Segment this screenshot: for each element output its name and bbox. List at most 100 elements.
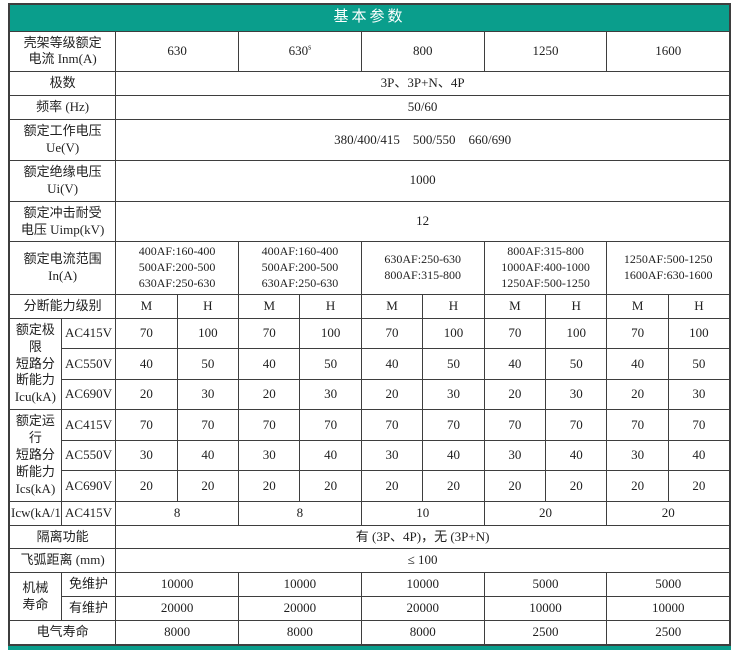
- value-cell: 1250AF:500-1250 1600AF:630-1600: [606, 241, 731, 295]
- value-cell: 50/60: [115, 95, 731, 121]
- rated-current-range-row: 额定电流范围 In(A) 400AF:160-400 500AF:200-500 630…: [8, 241, 731, 295]
- arc-distance-row: 飞弧距离 (mm) ≤ 100: [8, 548, 731, 574]
- value-cell: 20: [360, 378, 424, 411]
- label-frequency: 频率 (Hz): [8, 95, 117, 121]
- value-cell: 70: [483, 409, 547, 441]
- value-cell: 70: [606, 317, 669, 350]
- value-cell: 40: [115, 348, 178, 380]
- value-cell: 30: [545, 378, 608, 411]
- value-cell: 70: [606, 409, 669, 441]
- label-rated-working-voltage: 额定工作电压 Ue(V): [8, 119, 117, 161]
- value-cell: 100: [667, 317, 731, 350]
- value-cell: 70: [422, 409, 485, 441]
- rated-working-voltage-row: 额定工作电压 Ue(V) 380/400/415 500/550 660/690: [8, 119, 731, 161]
- label-rated-current-range: 额定电流范围 In(A): [8, 241, 117, 295]
- value-cell: 30: [483, 439, 547, 472]
- superscript: s: [308, 42, 312, 52]
- value-cell: 30: [115, 439, 178, 472]
- value-cell: M: [238, 293, 301, 319]
- value-cell: 380/400/415 500/550 660/690: [115, 119, 731, 161]
- value-cell: 70: [360, 317, 424, 350]
- label-ics-ac550v: AC550V: [60, 439, 117, 472]
- value-cell: 50: [667, 348, 731, 380]
- icu-ac550v-row: AC550V 40 50 40 50 40 50 40 50 40 50: [9, 348, 731, 380]
- value-cell: 1600: [606, 30, 731, 73]
- value-cell: 40: [360, 348, 424, 380]
- value-cell: 800AF:315-800 1000AF:400-1000 1250AF:500-1…: [483, 241, 608, 295]
- value-cell: 5000: [483, 572, 608, 598]
- label-rated-insulation-voltage: 额定绝缘电压 Ui(V): [8, 159, 117, 202]
- ics-ac550v-row: AC550V 30 40 30 40 30 40 30 40 30 40: [9, 439, 731, 472]
- value-cell: 8: [238, 500, 362, 526]
- value-cell: 20: [238, 470, 301, 502]
- value-cell: 20: [483, 470, 547, 502]
- label-rated-impulse-voltage: 额定冲击耐受 电压 Uimp(kV): [8, 200, 117, 243]
- value-cell: 20: [299, 470, 362, 502]
- value-cell: 20: [115, 378, 178, 411]
- value-cell: 50: [176, 348, 240, 380]
- value-cell: 30: [360, 439, 424, 472]
- value-cell: 70: [238, 409, 301, 441]
- value-cell: 20: [176, 470, 240, 502]
- label-mechanical-life: 机械 寿命: [8, 572, 62, 622]
- poles-row: 极数 3P、3P+N、4P: [8, 71, 731, 97]
- value-cell: 100: [422, 317, 485, 350]
- value-cell: 10000: [360, 572, 485, 598]
- value-cell: 40: [483, 348, 547, 380]
- value-cell: H: [422, 293, 485, 319]
- value-cell: 20: [545, 470, 608, 502]
- value-cell: H: [299, 293, 362, 319]
- label-arc-distance: 飞弧距离 (mm): [8, 548, 117, 574]
- label-ics-group: 额定运行 短路分 断能力 Ics(kA): [8, 409, 62, 502]
- value-cell: 2500: [483, 620, 608, 646]
- value-cell: 20: [483, 378, 547, 411]
- value-cell: M: [483, 293, 547, 319]
- label-frame-rated-current: 壳架等级额定 电流 Inm(A): [8, 30, 117, 73]
- value-cell: 1250: [483, 30, 608, 73]
- label-icu-group: 额定极限 短路分 断能力 Icu(kA): [8, 317, 62, 411]
- electrical-life-row: 电气寿命 8000 8000 8000 2500 2500: [8, 620, 731, 646]
- value-cell: 2500: [606, 620, 731, 646]
- value-cell: 30: [667, 378, 731, 411]
- table-title: 基本参数: [8, 3, 731, 32]
- label-icu-ac550v: AC550V: [60, 348, 117, 380]
- value-cell: H: [176, 293, 240, 319]
- value-cell: 1000: [115, 159, 731, 202]
- label-with-maintenance: 有维护: [60, 596, 117, 622]
- value-cell: 40: [299, 439, 362, 472]
- value-cell: 8000: [115, 620, 240, 646]
- mech-life-maintenance-free-row: 机械 寿命 免维护 10000 10000 10000 5000 5000: [8, 572, 731, 622]
- value-cell: 8000: [360, 620, 485, 646]
- frequency-row: 频率 (Hz) 50/60: [8, 95, 731, 121]
- value-cell: 70: [299, 409, 362, 441]
- value-cell: 100: [545, 317, 608, 350]
- label-poles: 极数: [8, 71, 117, 97]
- label-icw-ac415v: AC415V: [60, 500, 117, 526]
- value-cell: 40: [176, 439, 240, 472]
- spec-table-body: 基本参数 壳架等级额定 电流 Inm(A) 630 630s 800 1250 1600 极数 3…: [8, 3, 731, 646]
- value-cell: 20: [422, 470, 485, 502]
- label-icu-ac690v: AC690V: [60, 378, 117, 411]
- label-maintenance-free: 免维护: [60, 572, 117, 598]
- page: 基本参数 壳架等级额定 电流 Inm(A) 630 630s 800 1250 1600 极数 3…: [8, 3, 731, 650]
- value-cell: 10: [360, 500, 485, 526]
- value-cell: 40: [238, 348, 301, 380]
- value-cell: 800: [360, 30, 485, 73]
- value-cell: M: [360, 293, 424, 319]
- value-cell: 400AF:160-400 500AF:200-500 630AF:250-630: [238, 241, 362, 295]
- rated-impulse-voltage-row: 额定冲击耐受 电压 Uimp(kV) 12: [8, 200, 731, 243]
- value-cell: 20: [483, 500, 608, 526]
- ics-ac690v-row: AC690V 20 20 20 20 20 20 20 20 20 20: [9, 470, 731, 502]
- value-cell: 50: [299, 348, 362, 380]
- label-electrical-life: 电气寿命: [8, 620, 117, 646]
- value-cell: 630: [115, 30, 240, 73]
- value-cell: M: [115, 293, 178, 319]
- value-cell: 20000: [360, 596, 485, 622]
- value-cell: 40: [545, 439, 608, 472]
- value-cell: 30: [422, 378, 485, 411]
- icu-ac415v-row: 额定极限 短路分 断能力 Icu(kA) AC415V 70 100 70 100 70 100 70…: [8, 317, 731, 411]
- value-cell: 20000: [115, 596, 240, 622]
- value-cell: 30: [238, 439, 301, 472]
- label-ics-ac690v: AC690V: [60, 470, 117, 502]
